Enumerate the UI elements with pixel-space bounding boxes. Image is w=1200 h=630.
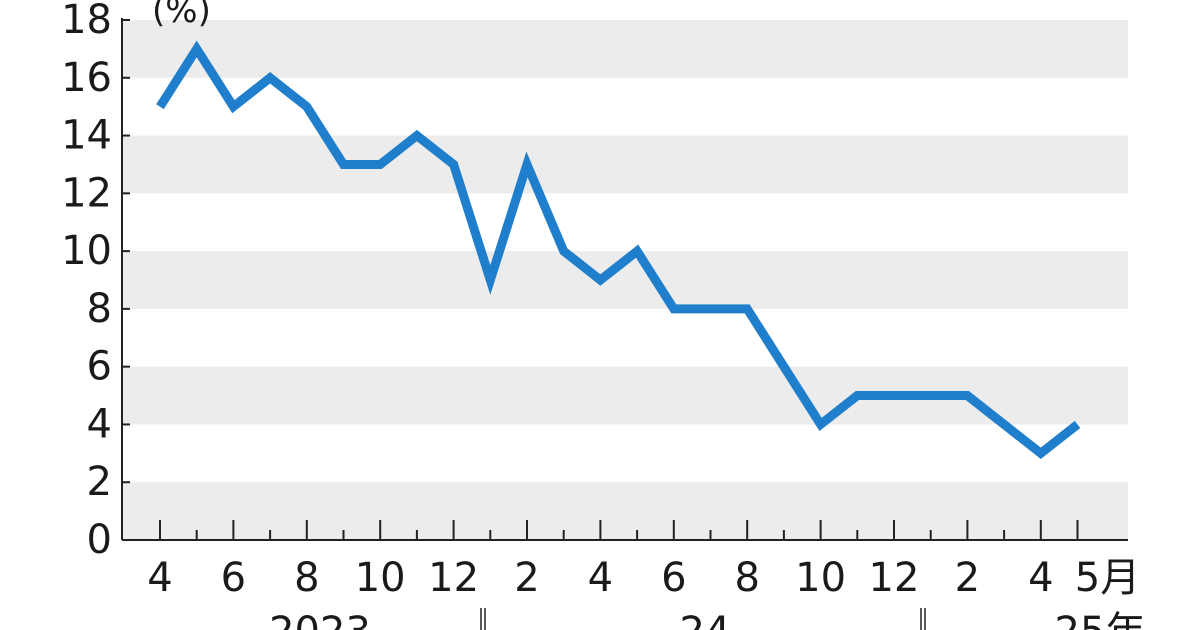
x-tick-label: 6 <box>661 555 686 601</box>
y-tick-label: 8 <box>87 286 112 332</box>
line-series <box>156 40 1081 460</box>
x-tick-label: 4 <box>588 555 613 601</box>
bands <box>122 20 1128 540</box>
year-label: 24 <box>680 609 731 630</box>
grid-band <box>122 482 1128 540</box>
y-tick-label: 18 <box>61 0 112 43</box>
y-tick-label: 16 <box>61 55 112 101</box>
y-tick-label: 14 <box>61 113 112 159</box>
grid-band <box>122 20 1128 78</box>
x-tick-label: 10 <box>795 555 846 601</box>
x-tick-label: 5月 <box>1075 555 1140 601</box>
year-label: 25年 <box>1055 609 1146 630</box>
grid-band <box>122 366 1128 425</box>
x-tick-label: 6 <box>221 555 246 601</box>
x-tick-label: 2 <box>514 555 539 601</box>
y-tick-label: 0 <box>87 517 112 563</box>
x-tick-label: 10 <box>355 555 406 601</box>
y-tick-label: 2 <box>87 459 112 505</box>
x-tick-label: 8 <box>294 555 319 601</box>
y-tick-label: 10 <box>61 228 112 274</box>
year-label: 2023 <box>269 609 371 630</box>
grid-band <box>122 135 1128 194</box>
y-tick-label: 12 <box>61 170 112 216</box>
x-tick-label: 4 <box>1028 555 1053 601</box>
x-tick-label: 12 <box>428 555 479 601</box>
x-tick-label: 12 <box>869 555 920 601</box>
y-tick-label: 4 <box>87 401 112 447</box>
x-tick-label: 2 <box>955 555 980 601</box>
x-tick-label: 8 <box>734 555 759 601</box>
x-tick-label: 4 <box>147 555 172 601</box>
unit-label: (%) <box>152 0 211 31</box>
y-tick-label: 6 <box>87 344 112 390</box>
